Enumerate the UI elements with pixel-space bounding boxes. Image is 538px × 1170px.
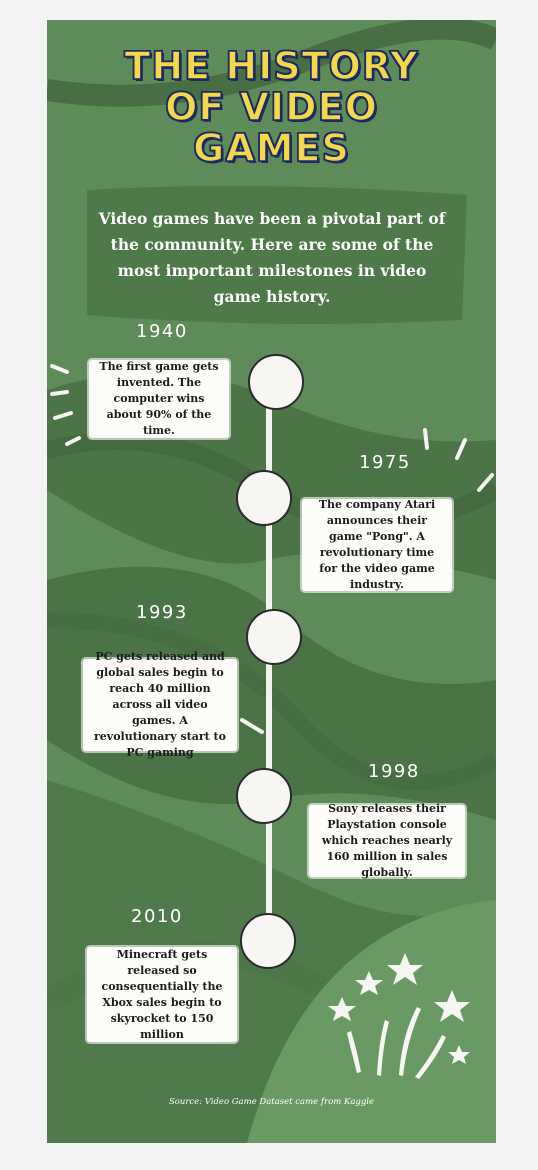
title-line-1: THE HISTORY: [124, 44, 419, 88]
milestone-text: Minecraft gets released so consequential…: [101, 947, 223, 1041]
milestone-card: The first game gets invented. The comput…: [89, 360, 229, 438]
timeline-node: [236, 470, 292, 526]
milestone-text: The first game gets invented. The comput…: [99, 360, 219, 437]
milestone-text: Sony releases their Playstation console …: [321, 802, 453, 879]
milestone-year: 1993: [136, 602, 188, 623]
infographic-poster: THE HISTORY OF VIDEO GAMES Video games h…: [47, 20, 496, 1143]
milestone-card: Minecraft gets released so consequential…: [87, 947, 237, 1042]
milestone-year: 1975: [359, 452, 411, 473]
milestone-year: 2010: [131, 906, 183, 927]
title-line-3: GAMES: [192, 126, 350, 170]
milestone-card: The company Atari announces their game "…: [302, 498, 452, 591]
timeline-node: [246, 609, 302, 665]
source-note: Source: Video Game Dataset came from Kag…: [168, 1097, 375, 1107]
intro-text: Video games have been a pivotal part of …: [98, 209, 446, 306]
burst-lines-icon: [50, 364, 81, 446]
milestone-text: PC gets released and global sales begin …: [94, 650, 226, 759]
title-line-2: OF VIDEO: [164, 85, 378, 129]
star-icon: [328, 953, 470, 1079]
timeline-node: [240, 913, 296, 969]
timeline-node: [236, 768, 292, 824]
milestone-card: PC gets released and global sales begin …: [83, 650, 237, 759]
milestone-year: 1998: [368, 761, 420, 782]
timeline-line: [266, 400, 272, 940]
milestone-year: 1940: [136, 321, 188, 342]
milestone-text: The company Atari announces their game "…: [318, 498, 436, 591]
milestone-card: Sony releases their Playstation console …: [309, 802, 465, 879]
timeline-node: [248, 354, 304, 410]
